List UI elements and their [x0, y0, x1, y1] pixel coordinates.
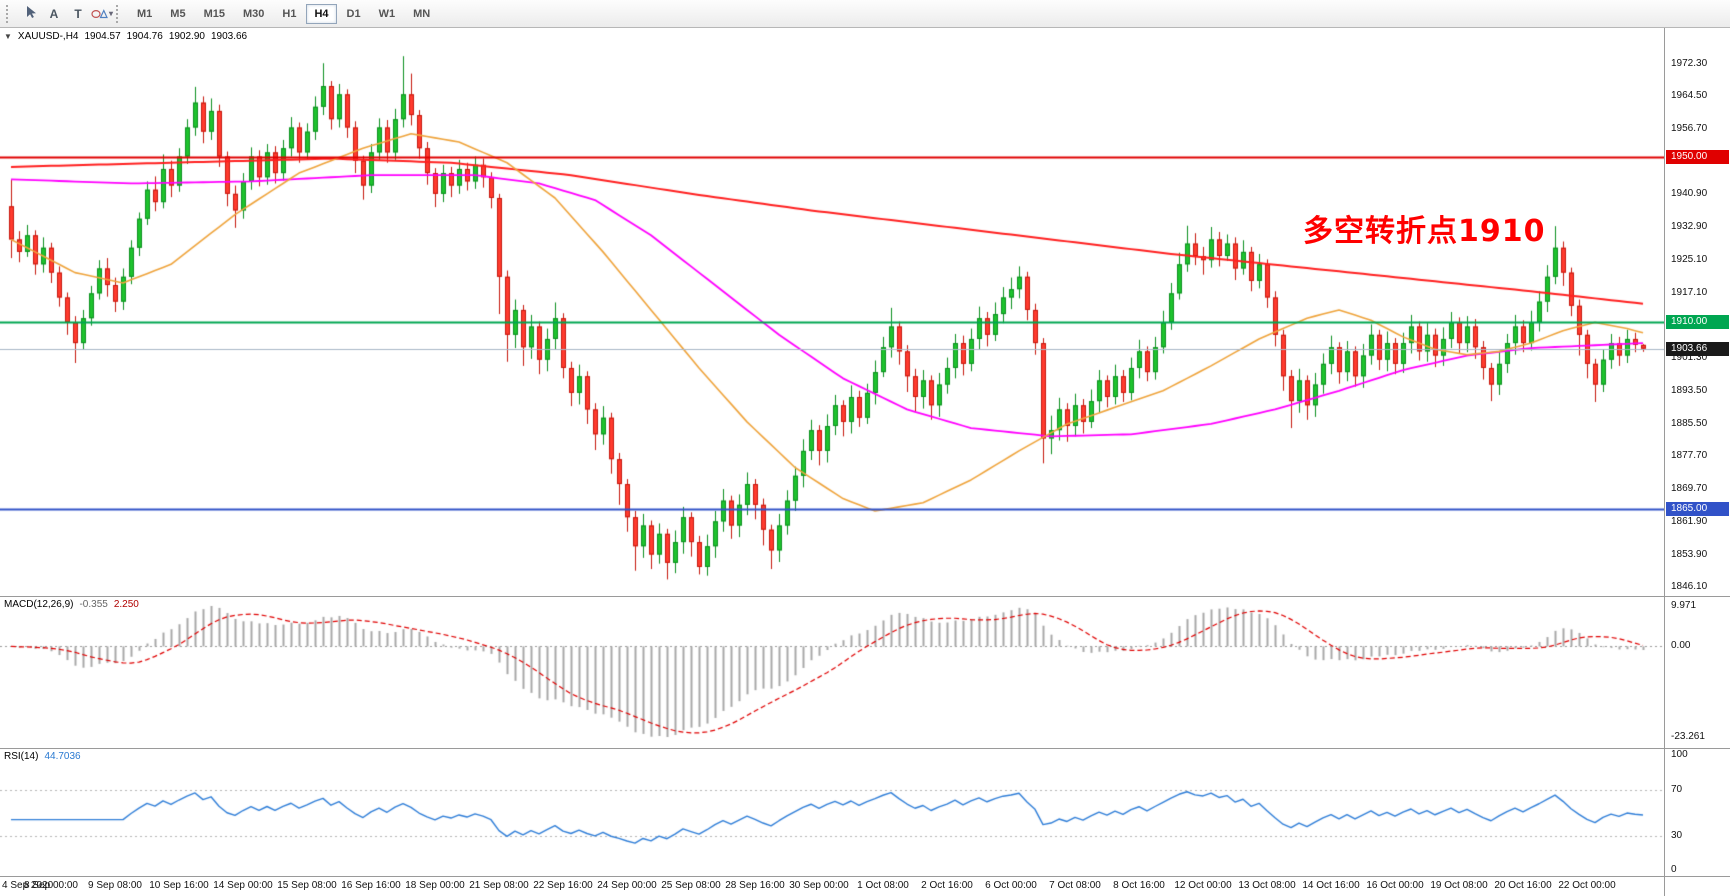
rsi-label: RSI(14) 44.7036 — [4, 751, 81, 762]
time-axis-label: 12 Oct 00:00 — [1174, 880, 1232, 891]
symbol-period: XAUUSD-,H4 — [17, 31, 79, 42]
cursor-icon — [24, 5, 37, 22]
main-chart-canvas[interactable] — [0, 28, 1664, 596]
time-axis-label: 20 Oct 16:00 — [1494, 880, 1552, 891]
rsi-axis-label: 70 — [1671, 783, 1683, 795]
time-axis-label: 25 Sep 08:00 — [661, 880, 721, 891]
rsi-axis-label: 30 — [1671, 829, 1683, 841]
price-tag: 1865.00 — [1666, 501, 1729, 516]
tf-button-h4[interactable]: H4 — [306, 3, 337, 24]
tf-button-w1[interactable]: W1 — [371, 4, 404, 24]
time-axis-label: 22 Oct 00:00 — [1558, 880, 1616, 891]
cursor-tool-button[interactable] — [18, 3, 42, 25]
macd-canvas[interactable] — [0, 597, 1664, 748]
toolbar-grip — [6, 4, 12, 23]
main-chart-pane: ▼ XAUUSD-,H4 1904.57 1904.76 1902.90 190… — [0, 28, 1730, 596]
price-axis[interactable]: 1972.30 1964.50 1956.70 1940.90 1932.90 1925.… — [1664, 28, 1730, 596]
time-axis-label: 18 Sep 00:00 — [405, 880, 465, 891]
time-axis-label: 15 Sep 08:00 — [277, 880, 337, 891]
quote-open: 1904.57 — [84, 31, 121, 42]
price-axis-label: 1885.50 — [1671, 417, 1708, 429]
rsi-axis-label: 0 — [1671, 864, 1677, 875]
toolbar: A T ▾ M1 M5 M15 M30 H1 H4 D1 W1 MN — [0, 0, 1730, 28]
quote-low: 1902.90 — [168, 31, 205, 42]
price-axis-label: 1964.50 — [1671, 90, 1708, 102]
time-axis-label: 8 Oct 16:00 — [1113, 880, 1165, 891]
price-tag: 1910.00 — [1666, 315, 1729, 330]
tf-button-mn[interactable]: MN — [405, 4, 438, 24]
price-axis-label: 1846.10 — [1671, 581, 1708, 593]
quote-high: 1904.76 — [126, 31, 163, 42]
macd-axis-label: 9.971 — [1671, 600, 1697, 611]
time-axis-label: 1 Oct 08:00 — [857, 880, 909, 891]
price-axis-label: 1853.90 — [1671, 548, 1708, 560]
price-axis-label: 1877.70 — [1671, 450, 1708, 462]
annotation-tool-button[interactable]: A — [42, 3, 66, 25]
price-axis-label: 1869.70 — [1671, 483, 1708, 495]
one-click-trading-arrow[interactable]: ▼ — [4, 32, 12, 41]
shapes-icon — [91, 5, 108, 22]
rsi-axis-label: 100 — [1671, 749, 1688, 760]
rsi-axis[interactable]: 100 70 30 0 — [1664, 749, 1730, 876]
time-axis-label: 6 Oct 00:00 — [985, 880, 1037, 891]
time-axis-label: 16 Sep 16:00 — [341, 880, 401, 891]
time-axis-label: 14 Sep 00:00 — [213, 880, 273, 891]
macd-pane: MACD(12,26,9) -0.355 2.250 9.971 0.00 -23.… — [0, 596, 1730, 748]
price-axis-label: 1972.30 — [1671, 58, 1708, 70]
price-axis-label: 1861.90 — [1671, 515, 1708, 527]
price-axis-label: 1893.50 — [1671, 384, 1708, 396]
time-axis-label: 16 Oct 00:00 — [1366, 880, 1424, 891]
price-axis-label: 1925.10 — [1671, 253, 1708, 265]
time-axis-label: 9 Sep 08:00 — [88, 880, 142, 891]
tf-button-m1[interactable]: M1 — [129, 4, 160, 24]
toolbar-grip — [116, 4, 122, 23]
time-axis-label: 4 Sep 2020 — [2, 880, 54, 891]
time-axis-label: 14 Oct 16:00 — [1302, 880, 1360, 891]
shapes-tool-button[interactable]: ▾ — [90, 3, 114, 25]
tf-button-m5[interactable]: M5 — [162, 4, 193, 24]
rsi-pane: RSI(14) 44.7036 100 70 30 0 — [0, 748, 1730, 876]
time-axis-label: 24 Sep 00:00 — [597, 880, 657, 891]
price-axis-label: 1940.90 — [1671, 188, 1708, 200]
price-axis-label: 1917.10 — [1671, 286, 1708, 298]
timeframe-group: M1 M5 M15 M30 H1 H4 D1 W1 MN — [128, 3, 439, 24]
chevron-down-icon: ▾ — [109, 9, 114, 18]
rsi-value: 44.7036 — [44, 751, 81, 762]
macd-value-signal: 2.250 — [113, 599, 139, 610]
price-tag: 1903.66 — [1666, 341, 1729, 356]
time-axis-label: 7 Oct 08:00 — [1049, 880, 1101, 891]
macd-name: MACD(12,26,9) — [4, 599, 74, 610]
macd-axis-label: 0.00 — [1671, 640, 1691, 652]
rsi-name: RSI(14) — [4, 751, 39, 762]
macd-axis-label: -23.261 — [1671, 731, 1705, 742]
time-axis-label: 13 Oct 08:00 — [1238, 880, 1296, 891]
time-axis-label: 30 Sep 00:00 — [789, 880, 849, 891]
price-axis-label: 1956.70 — [1671, 122, 1708, 134]
price-axis-label: 1932.90 — [1671, 221, 1708, 233]
text-tool-button[interactable]: T — [66, 3, 90, 25]
quote-header: ▼ XAUUSD-,H4 1904.57 1904.76 1902.90 190… — [4, 31, 247, 42]
axis-corner — [1664, 877, 1730, 896]
rsi-canvas[interactable] — [0, 749, 1664, 876]
time-axis-label: 28 Sep 16:00 — [725, 880, 785, 891]
macd-axis[interactable]: 9.971 0.00 -23.261 — [1664, 597, 1730, 748]
tf-button-m15[interactable]: M15 — [196, 4, 233, 24]
tf-button-m30[interactable]: M30 — [235, 4, 272, 24]
time-axis-label: 10 Sep 16:00 — [149, 880, 209, 891]
price-tag: 1950.00 — [1666, 149, 1729, 164]
quote-close: 1903.66 — [210, 31, 248, 42]
trend-annotation[interactable]: 多空转折点1910 — [1303, 214, 1546, 249]
macd-value-main: -0.355 — [79, 599, 108, 610]
time-axis-label: 22 Sep 16:00 — [533, 880, 593, 891]
time-axis-label: 8 Sep 00:00 — [24, 880, 78, 891]
macd-label: MACD(12,26,9) -0.355 2.250 — [4, 599, 139, 610]
time-axis[interactable]: 4 Sep 2020 8 Sep 00:00 9 Sep 08:00 10 Sep 1… — [0, 876, 1730, 896]
tf-button-d1[interactable]: D1 — [339, 4, 369, 24]
price-axis-label: 1901.30 — [1671, 352, 1708, 364]
time-axis-label: 19 Oct 08:00 — [1430, 880, 1488, 891]
time-axis-label: 2 Oct 16:00 — [921, 880, 973, 891]
tf-button-h1[interactable]: H1 — [274, 4, 304, 24]
time-axis-label: 21 Sep 08:00 — [469, 880, 529, 891]
